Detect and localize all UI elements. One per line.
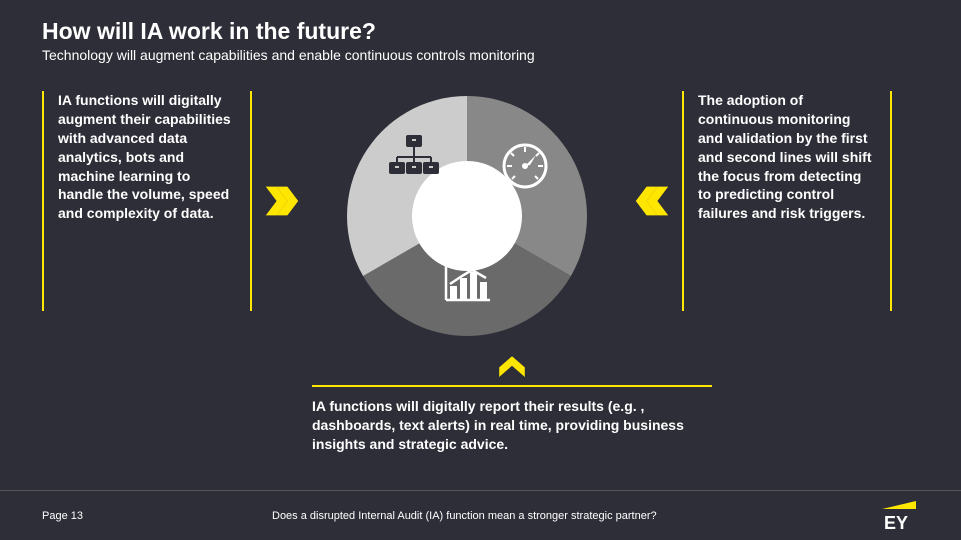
gauge-icon xyxy=(498,139,552,193)
bottom-block: IA functions will digitally report their… xyxy=(312,351,712,454)
ey-logo: EY xyxy=(879,499,919,533)
chevron-left-container xyxy=(622,91,682,311)
chevron-right-icon xyxy=(264,183,300,219)
footer-title: Does a disrupted Internal Audit (IA) fun… xyxy=(242,510,879,522)
slide-subtitle: Technology will augment capabilities and… xyxy=(42,47,919,63)
ey-logo-text: EY xyxy=(884,513,908,533)
donut-chart xyxy=(342,91,592,341)
bar-chart-icon xyxy=(440,255,494,309)
center-column xyxy=(312,91,622,341)
left-column: IA functions will digitally augment thei… xyxy=(42,91,252,311)
bottom-body-text: IA functions will digitally report their… xyxy=(312,397,712,454)
chevron-left-icon xyxy=(634,183,670,219)
network-computers-icon xyxy=(387,133,441,187)
chevron-up-icon xyxy=(496,351,528,379)
chevron-right-container xyxy=(252,91,312,311)
right-column: The adoption of continuous monitoring an… xyxy=(682,91,892,311)
slide-footer: Page 13 Does a disrupted Internal Audit … xyxy=(0,490,961,540)
content-row: IA functions will digitally augment thei… xyxy=(42,91,919,341)
bottom-accent-line xyxy=(312,385,712,387)
page-number: Page 13 xyxy=(42,510,242,522)
slide-title: How will IA work in the future? xyxy=(42,18,919,45)
right-body-text: The adoption of continuous monitoring an… xyxy=(698,91,876,223)
left-body-text: IA functions will digitally augment thei… xyxy=(58,91,236,223)
